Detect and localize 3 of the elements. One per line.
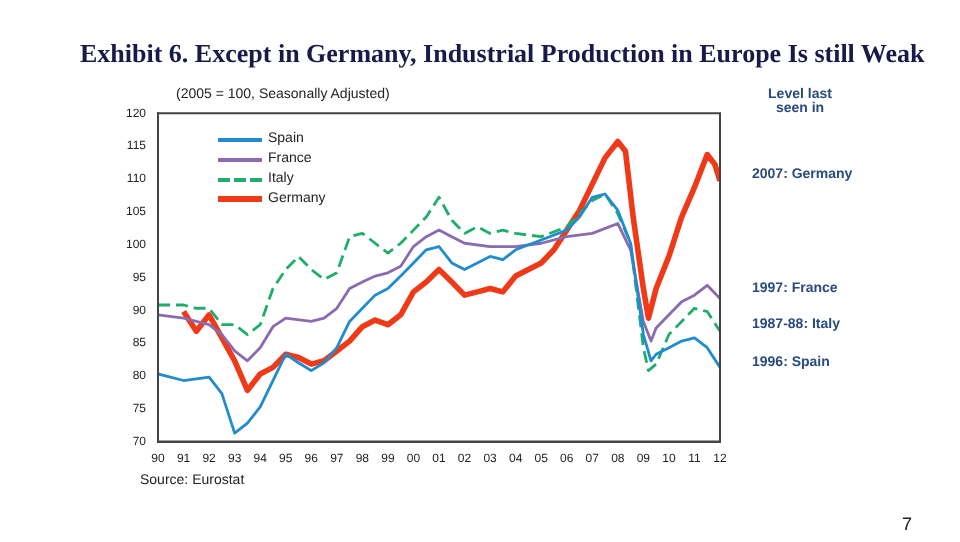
text: 7 <box>901 514 912 534</box>
line-series <box>158 192 720 373</box>
chart-title: Exhibit 6. Except in Germany, Industrial Production in Europe Is still Weak <box>80 38 925 70</box>
